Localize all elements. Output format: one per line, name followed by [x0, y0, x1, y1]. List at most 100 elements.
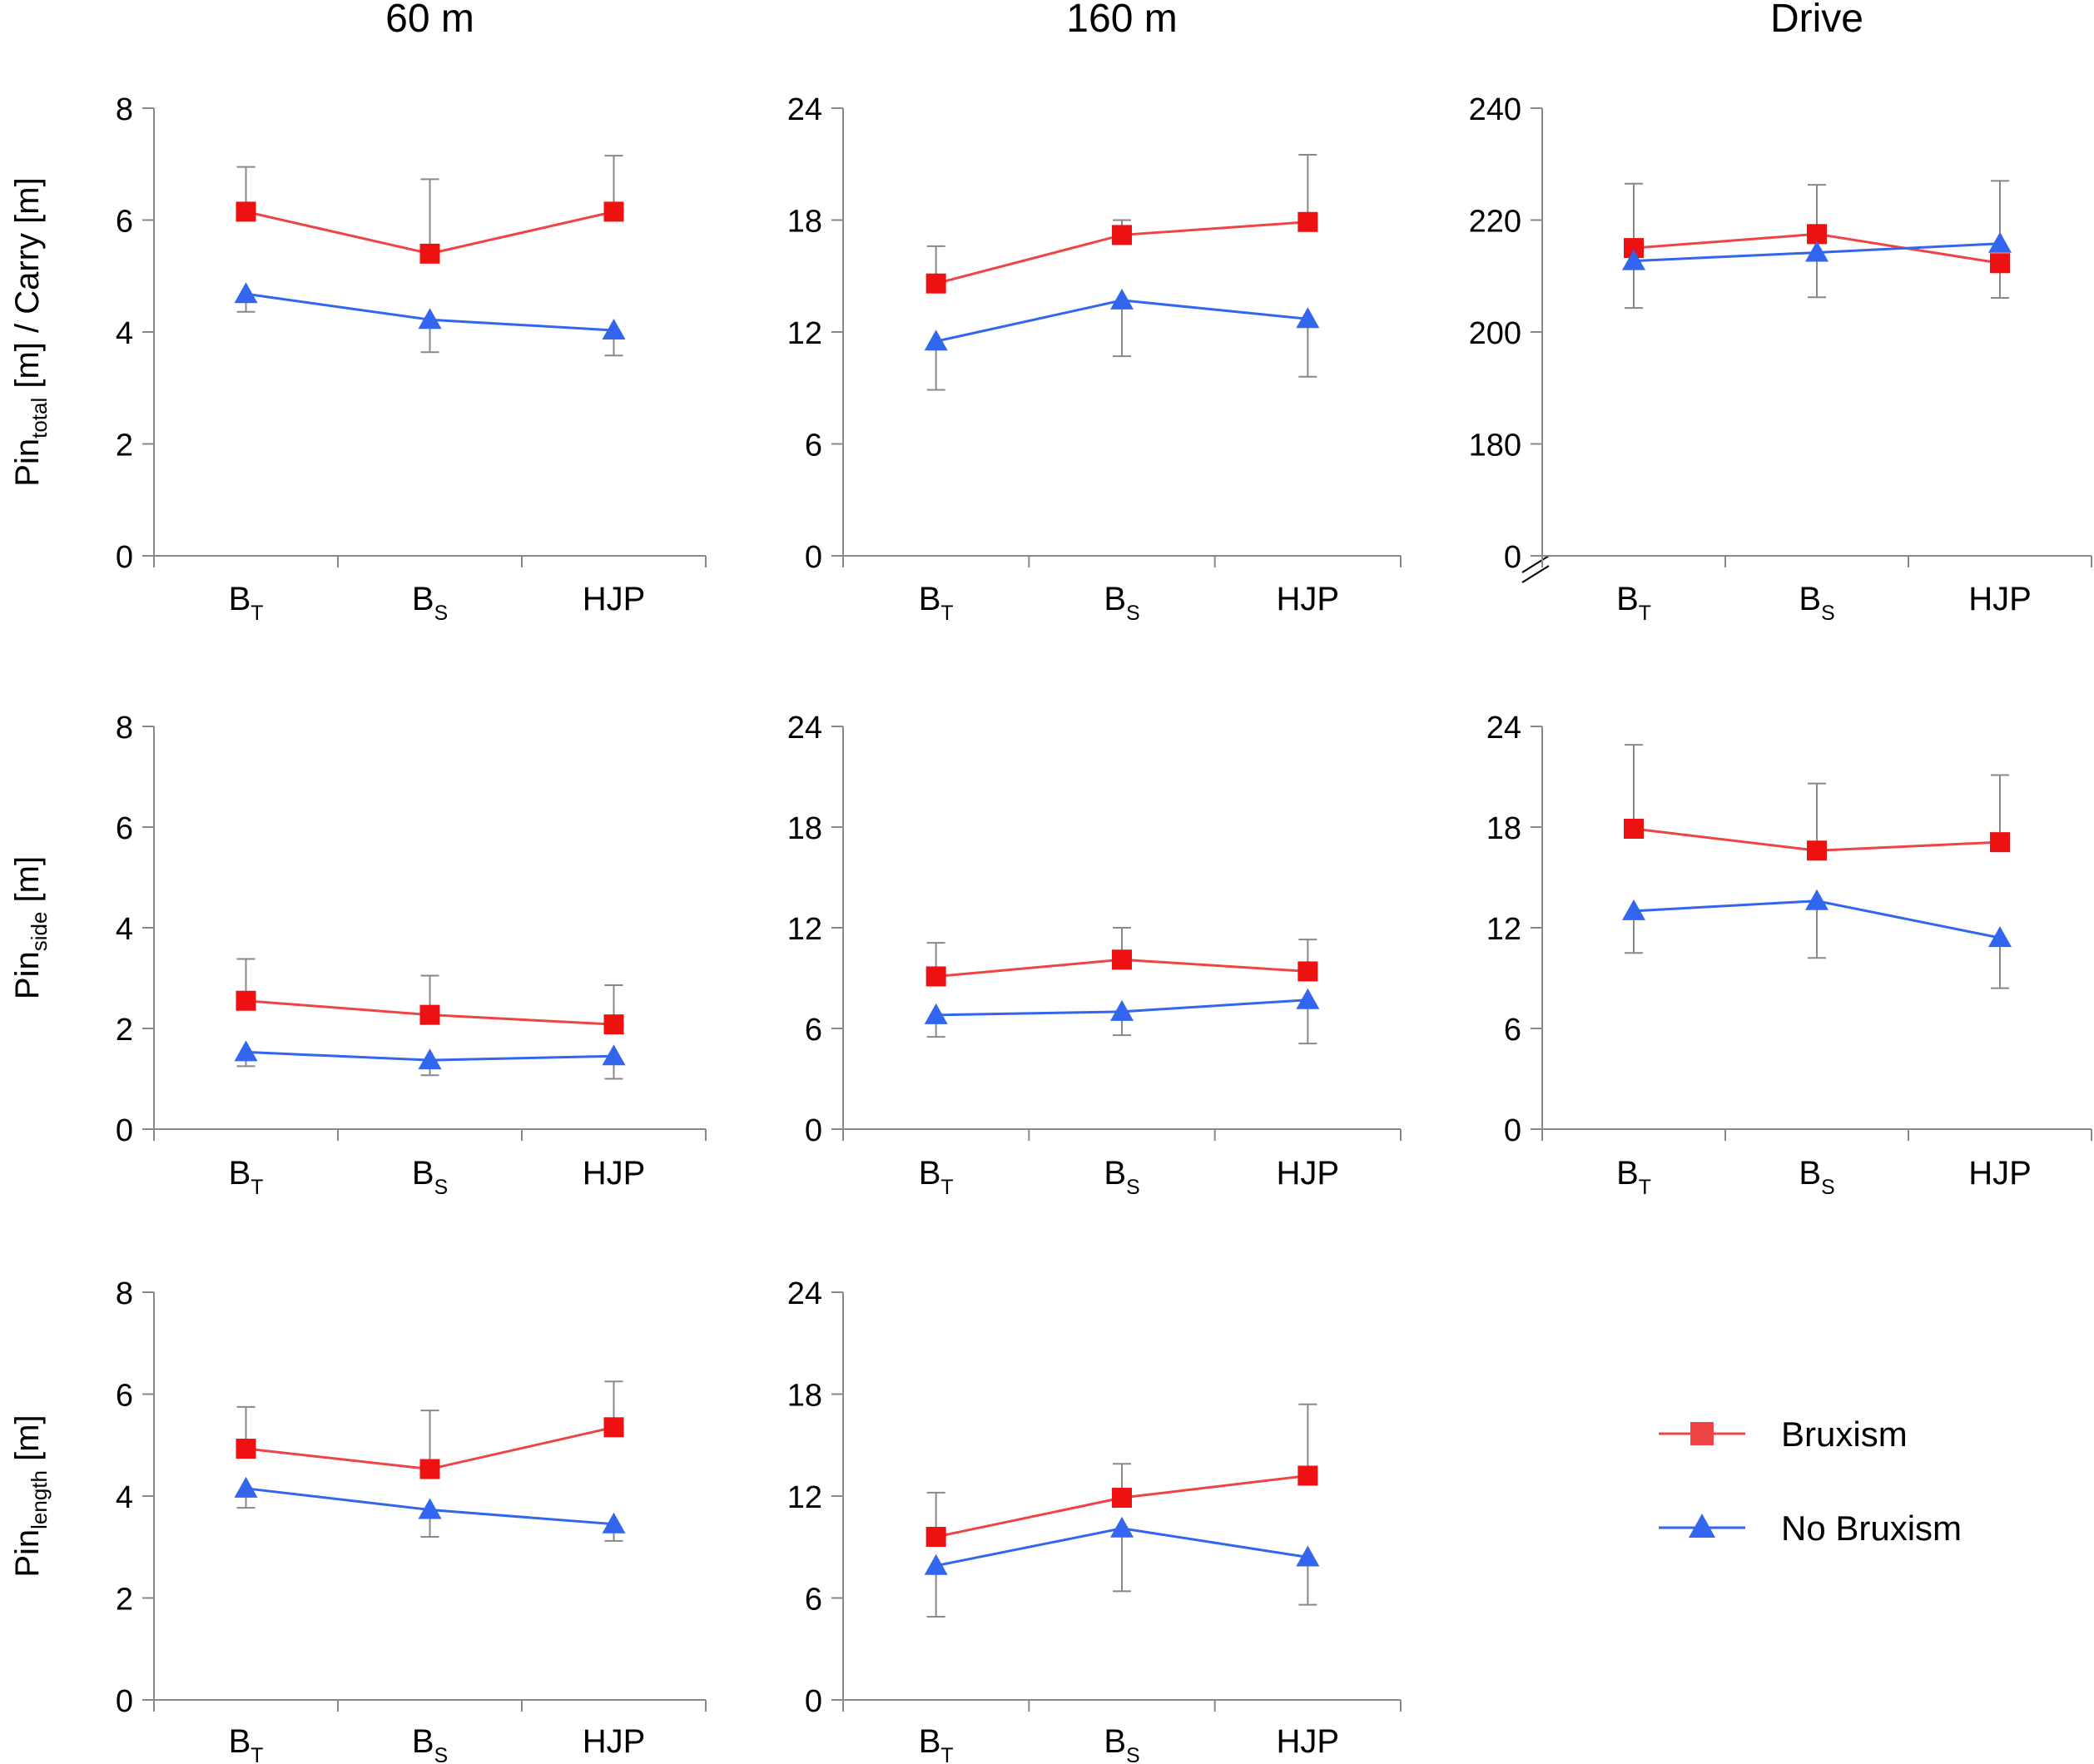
legend-marker-square — [1690, 1422, 1714, 1445]
y-tick-label: 24 — [787, 92, 822, 127]
x-tick-label: BS — [1104, 1723, 1139, 1764]
x-tick-label: BT — [229, 1723, 264, 1764]
data-point-square — [925, 1527, 946, 1547]
y-tick-label: 24 — [787, 1276, 822, 1311]
axis-break-mark — [1521, 555, 1550, 573]
data-point-triangle — [1110, 288, 1134, 310]
legend-label: Bruxism — [1781, 1415, 1908, 1454]
legend-entry-bruxism: Bruxism — [1659, 1415, 1908, 1454]
y-tick-label: 24 — [787, 711, 822, 746]
y-tick-label: 6 — [805, 1583, 822, 1618]
y-tick-label: 8 — [116, 92, 133, 127]
bruxism-series — [925, 154, 1318, 294]
y-tick-label: 6 — [116, 811, 133, 846]
y-tick-label: 200 — [1469, 316, 1521, 351]
x-tick-label: BT — [1616, 581, 1651, 625]
y-tick-label: 18 — [787, 1379, 822, 1414]
y-tick-label: 6 — [1504, 1013, 1521, 1048]
x-tick-label: BS — [1104, 1155, 1139, 1199]
no-bruxism-series — [924, 988, 1320, 1045]
legend: Bruxism No Bruxism — [1659, 1415, 1962, 1548]
bruxism-series — [236, 958, 624, 1035]
no-bruxism-series — [924, 288, 1320, 391]
x-tick-label: BT — [919, 1155, 954, 1199]
data-point-square — [1112, 1488, 1132, 1509]
data-point-triangle — [234, 1476, 258, 1498]
data-point-square — [419, 243, 440, 264]
y-tick-label: 4 — [116, 1480, 133, 1515]
data-point-triangle — [418, 308, 442, 330]
no-bruxism-series — [234, 282, 626, 357]
bruxism-series — [925, 1403, 1318, 1547]
chart-panel-total-drive: 0 180 200 220 240 BT BS HJP — [1469, 92, 2092, 625]
y-tick-label: 0 — [1504, 1113, 1521, 1148]
bruxism-series — [236, 155, 624, 264]
data-point-square — [603, 1014, 624, 1035]
data-point-triangle — [924, 1003, 948, 1024]
no-bruxism-series — [234, 1040, 626, 1080]
data-point-triangle — [1988, 926, 2012, 948]
chart-panel-side-60m: 0 2 4 6 8 BT BS HJP — [116, 711, 707, 1199]
chart-panel-total-160m: 0 6 12 18 24 BT BS HJP — [787, 92, 1402, 625]
y-tick-label: 0 — [805, 540, 822, 575]
y-tick-label: 8 — [116, 1276, 133, 1311]
chart-panel-total-60m: 0 2 4 6 8 BT BS HJP — [116, 92, 707, 625]
data-point-triangle — [1296, 988, 1320, 1009]
chart-panel-side-drive: 0 6 12 18 24 BT BS HJP — [1486, 711, 2092, 1199]
data-point-square — [603, 1417, 624, 1438]
data-point-square — [1807, 840, 1827, 861]
x-tick-label: HJP — [1277, 1723, 1340, 1760]
x-tick-label: HJP — [1968, 1155, 2032, 1192]
no-bruxism-series — [1622, 180, 2012, 310]
legend-marker-triangle — [1689, 1514, 1715, 1538]
bruxism-series — [1624, 744, 2010, 861]
x-tick-label: BS — [412, 1155, 448, 1199]
data-point-square — [419, 1459, 440, 1479]
y-tick-label: 180 — [1469, 429, 1521, 463]
x-tick-label: BT — [1616, 1155, 1651, 1199]
data-point-square — [925, 273, 946, 294]
data-point-square — [419, 1004, 440, 1025]
data-point-triangle — [234, 1040, 258, 1062]
y-tick-label: 12 — [787, 316, 822, 351]
data-point-square — [1298, 211, 1318, 232]
data-point-triangle — [1296, 1545, 1320, 1567]
y-tick-label: 4 — [116, 316, 133, 351]
x-tick-label: BS — [1104, 581, 1139, 625]
x-tick-label: HJP — [1277, 1155, 1340, 1192]
data-point-triangle — [234, 282, 258, 304]
data-point-square — [236, 1439, 256, 1459]
data-point-square — [1990, 253, 2010, 274]
bruxism-series — [925, 927, 1318, 987]
row-label: Pinlength [m] — [9, 1415, 52, 1577]
y-tick-label: 12 — [787, 1480, 822, 1515]
row-labels: Pintotal [m] / Carry [m] Pinside [m] Pinle… — [9, 177, 52, 1577]
y-tick-label: 240 — [1469, 92, 1521, 127]
y-tick-label: 24 — [1486, 711, 1521, 746]
data-point-square — [236, 990, 256, 1011]
no-bruxism-series — [924, 1516, 1320, 1618]
y-tick-label: 0 — [116, 1684, 133, 1719]
data-point-square — [1112, 225, 1132, 245]
column-title: 160 m — [1066, 0, 1177, 41]
row-label: Pintotal [m] / Carry [m] — [9, 177, 52, 486]
y-tick-label: 18 — [787, 205, 822, 240]
chart-panel-side-160m: 0 6 12 18 24 BT BS HJP — [787, 711, 1402, 1199]
x-tick-label: HJP — [583, 1155, 646, 1192]
y-tick-label: 2 — [116, 1013, 133, 1048]
no-bruxism-series — [1622, 889, 2012, 989]
data-point-square — [1807, 224, 1827, 245]
row-label: Pinside [m] — [9, 856, 52, 999]
bruxism-series — [236, 1380, 624, 1479]
x-tick-label: HJP — [1968, 581, 2032, 617]
legend-label: No Bruxism — [1781, 1509, 1962, 1548]
x-tick-label: BS — [1799, 581, 1834, 625]
data-point-square — [603, 201, 624, 222]
x-tick-label: BS — [412, 581, 448, 625]
x-tick-label: BT — [919, 1723, 954, 1764]
data-point-square — [1990, 832, 2010, 853]
data-point-triangle — [924, 1553, 948, 1575]
x-tick-label: BT — [919, 581, 954, 625]
data-point-triangle — [1805, 240, 1829, 262]
